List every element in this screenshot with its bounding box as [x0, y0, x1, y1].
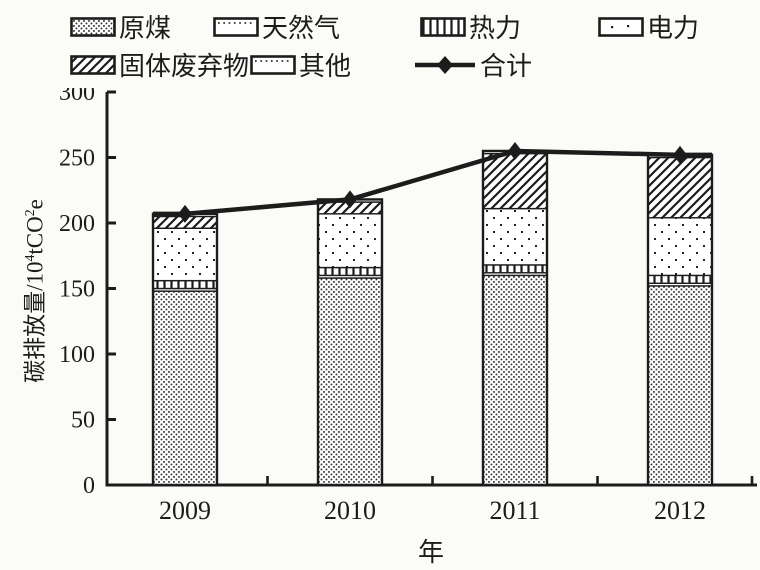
bar-segment-raw-coal — [647, 285, 713, 486]
x-tick-label: 2009 — [159, 496, 211, 525]
y-tick-label: 250 — [59, 146, 95, 172]
bar-segment-raw-coal — [317, 277, 383, 486]
vertical-lines-swatch-icon — [420, 16, 466, 37]
bar-segment-raw-coal — [152, 290, 218, 486]
y-tick-label: 100 — [59, 342, 95, 368]
coal-swatch-icon — [70, 16, 116, 37]
x-tick-label: 2011 — [489, 496, 540, 525]
dotted-edge-box-swatch-icon — [250, 54, 296, 75]
legend-label: 电力 — [647, 14, 700, 43]
bar-segment-electricity — [152, 227, 218, 282]
legend-item-electricity: 电力 — [598, 8, 699, 45]
legend-label: 热力 — [469, 14, 522, 43]
legend-item-other: 其他 — [250, 46, 351, 83]
y-axis-title: 碳排放量/104tCO2e — [22, 199, 48, 383]
legend-label: 合计 — [480, 52, 533, 81]
dotted-edge-box-swatch-icon — [213, 16, 259, 37]
legend-item-raw-coal: 原煤 — [70, 8, 171, 45]
y-tick-label: 50 — [71, 408, 95, 434]
legend-row-2: 固体废弃物 其他 合计 — [0, 46, 760, 83]
bar-segment-heat — [152, 279, 218, 290]
legend-label: 固体废弃物 — [119, 52, 250, 81]
bar-segment-electricity — [482, 207, 548, 266]
total-marker — [343, 190, 357, 209]
bar-segment-solid-waste — [647, 156, 713, 219]
legend-row-1: 原煤 天然气 热力 电力 — [0, 8, 760, 45]
total-line-swatch-icon — [415, 55, 475, 74]
bar-segment-electricity — [647, 217, 713, 277]
diagonal-hatch-swatch-icon — [70, 54, 116, 75]
legend-label: 其他 — [299, 52, 352, 81]
legend-item-heat: 热力 — [420, 8, 521, 45]
total-line — [153, 148, 712, 217]
x-tick-label: 2012 — [654, 496, 706, 525]
bar-segment-heat — [482, 264, 548, 274]
bar-segment-raw-coal — [482, 274, 548, 486]
legend-item-natural-gas: 天然气 — [213, 8, 340, 45]
bar-segment-electricity — [317, 213, 383, 269]
total-marker — [178, 204, 192, 223]
bar-segment-solid-waste — [482, 152, 548, 210]
bar-segment-heat — [317, 266, 383, 277]
y-tick-label: 200 — [59, 211, 95, 237]
legend-label: 天然气 — [262, 14, 341, 43]
y-tick-label: 300 — [59, 88, 95, 106]
total-marker — [673, 145, 687, 164]
y-tick-label: 0 — [83, 473, 95, 499]
legend-item-solid-waste: 固体废弃物 — [70, 46, 249, 83]
legend-item-total: 合计 — [413, 46, 532, 83]
bar-segment-heat — [647, 274, 713, 284]
sparse-dots-swatch-icon — [598, 16, 644, 37]
x-axis-title: 年 — [417, 538, 444, 567]
legend-label: 原煤 — [119, 14, 172, 43]
total-marker — [508, 141, 522, 160]
chart-canvas: 0 50 100 150 200 250 300 2009 2010 2011 2012 — [59, 88, 757, 525]
y-tick-label: 150 — [59, 277, 95, 303]
x-tick-label: 2010 — [324, 496, 376, 525]
